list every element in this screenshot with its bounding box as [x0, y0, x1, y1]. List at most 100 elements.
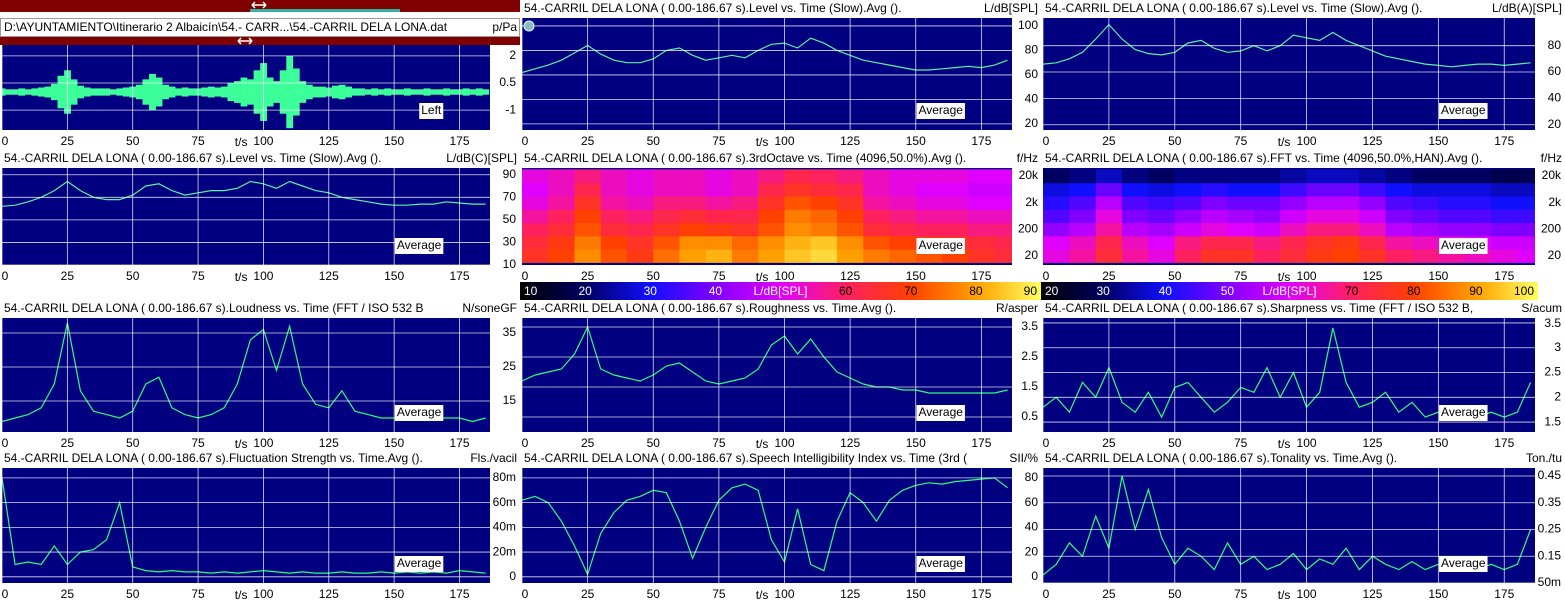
spectrogram-cell — [941, 195, 969, 210]
spectrogram-cell — [1332, 235, 1360, 250]
x-tick-label: 150 — [1428, 436, 1448, 450]
waveform-envelope — [403, 88, 411, 96]
x-axis-label: t/s — [756, 135, 769, 149]
y-tick-label: 100 — [1018, 18, 1038, 32]
spectrogram-cell — [1359, 195, 1387, 210]
colorbar-tick-label: 90 — [1024, 284, 1038, 298]
x-axis-label: t/s — [756, 270, 769, 284]
x-tick-label: 75 — [1234, 134, 1248, 148]
x-tick-label: 125 — [1362, 436, 1382, 450]
spectrogram-cell — [889, 169, 917, 184]
spectrogram-cell — [626, 209, 654, 224]
x-tick-label: 150 — [906, 587, 926, 601]
waveform-envelope — [2, 88, 6, 96]
colorbar — [1041, 282, 1538, 300]
scroll-arrows[interactable] — [237, 37, 253, 45]
waveform-envelope — [417, 89, 424, 95]
x-tick-label: 50 — [126, 436, 140, 450]
spectrogram-cell — [548, 222, 575, 237]
spectrogram-cell — [548, 182, 575, 197]
x-tick-label: 25 — [581, 269, 595, 283]
spectrogram-cell — [1174, 169, 1202, 184]
unit-background — [1487, 2, 1564, 16]
panel: 54.-CARRIL DELA LONA ( 0.00-186.67 s).Fl… — [1, 451, 519, 602]
waveform-envelope — [338, 84, 346, 100]
spectrogram-cell — [1464, 182, 1492, 197]
waveform-envelope — [175, 88, 183, 96]
spectrogram-cell — [1095, 235, 1123, 250]
spectrogram-cell — [863, 195, 890, 210]
spectrogram-cell — [1069, 195, 1097, 210]
panel: 54.-CARRIL DELA LONA ( 0.00-186.67 s).Le… — [1, 151, 519, 284]
spectrogram-cell — [994, 182, 1012, 197]
y-tick-label: 0.45 — [1538, 468, 1562, 482]
spectrogram-cell — [1438, 222, 1466, 237]
spectrogram-cell — [1411, 222, 1439, 237]
x-tick-label: 175 — [449, 269, 469, 283]
x-tick-label: 150 — [384, 134, 404, 148]
waveform-envelope — [57, 75, 65, 109]
x-tick-label: 25 — [61, 436, 75, 450]
x-tick-label: 100 — [1297, 587, 1317, 601]
x-tick-label: 75 — [1234, 436, 1248, 450]
spectrogram-cell — [889, 222, 917, 237]
waveform-envelope — [377, 89, 385, 95]
spectrogram-cell — [574, 195, 602, 210]
waveform-envelope — [109, 89, 117, 95]
spectrogram-cell — [784, 195, 812, 210]
spectrogram-cell — [653, 169, 680, 184]
spectrogram-cell — [679, 182, 707, 197]
spectrogram-cell — [600, 182, 628, 197]
spectrogram-cell — [758, 182, 785, 197]
spectrogram-cell — [1201, 182, 1228, 197]
y-tick-label: 3 — [1554, 340, 1561, 354]
x-axis-label: t/s — [235, 437, 248, 451]
panel: 54.-CARRIL DELA LONA ( 0.00-186.67 s).Sh… — [1042, 301, 1564, 451]
spectrogram-cell — [1385, 195, 1413, 210]
x-tick-label: 125 — [1362, 269, 1382, 283]
spectrogram-cell — [1148, 169, 1176, 184]
spectrogram-cell — [600, 249, 628, 263]
waveform-envelope — [286, 55, 294, 129]
colorbar-tick-label: 70 — [1345, 284, 1359, 298]
spectrogram-cell — [836, 209, 864, 224]
waveform-envelope — [207, 86, 215, 98]
x-tick-label: 175 — [1494, 436, 1514, 450]
spectrogram-cell — [889, 249, 917, 263]
spectrogram-cell — [863, 209, 890, 224]
scroll-arrows[interactable] — [251, 1, 267, 9]
panel: 54.-CARRIL DELA LONA ( 0.00-186.67 s).Ro… — [521, 301, 1040, 451]
panel-title: 54.-CARRIL DELA LONA ( 0.00-186.67 s).Sp… — [524, 451, 967, 465]
spectrogram-cell — [1306, 169, 1334, 184]
colorbar-tick-label: 30 — [1096, 284, 1110, 298]
x-tick-label: 100 — [253, 587, 273, 601]
spectrogram-cell — [522, 209, 549, 224]
spectrogram-cell — [1491, 169, 1518, 184]
panel-title: 54.-CARRIL DELA LONA ( 0.00-186.67 s).Ro… — [524, 301, 896, 315]
spectrogram-cell — [836, 249, 864, 263]
y-tick-label: 20 — [1025, 248, 1039, 262]
spectrogram-cell — [1385, 182, 1413, 197]
y-tick-label: 1.5 — [1021, 379, 1038, 393]
waveform-envelope — [24, 89, 32, 95]
spectrogram-cell — [1095, 195, 1123, 210]
plot-content — [522, 37, 1008, 74]
y-tick-label: 40 — [1025, 92, 1039, 106]
x-tick-label: 175 — [1494, 587, 1514, 601]
status-icon — [523, 20, 535, 32]
spectrogram-cell — [574, 222, 602, 237]
trace — [522, 477, 1008, 576]
y-tick-label: 40 — [1025, 520, 1039, 534]
x-tick-label: 75 — [191, 436, 205, 450]
x-tick-label: 175 — [971, 134, 991, 148]
spectrogram-cell — [705, 209, 733, 224]
scrollbar-bottom[interactable] — [0, 37, 520, 45]
spectrogram-cell — [574, 169, 602, 184]
panel-title: 54.-CARRIL DELA LONA ( 0.00-186.67 s).Lo… — [4, 301, 424, 315]
spectrogram-cell — [731, 249, 759, 263]
spectrogram-cell — [915, 209, 943, 224]
spectrogram-cell — [758, 235, 785, 250]
spectrogram-cell — [836, 169, 864, 184]
y-tick-label: 2k — [1548, 195, 1562, 209]
spectrogram-cell — [1332, 209, 1360, 224]
